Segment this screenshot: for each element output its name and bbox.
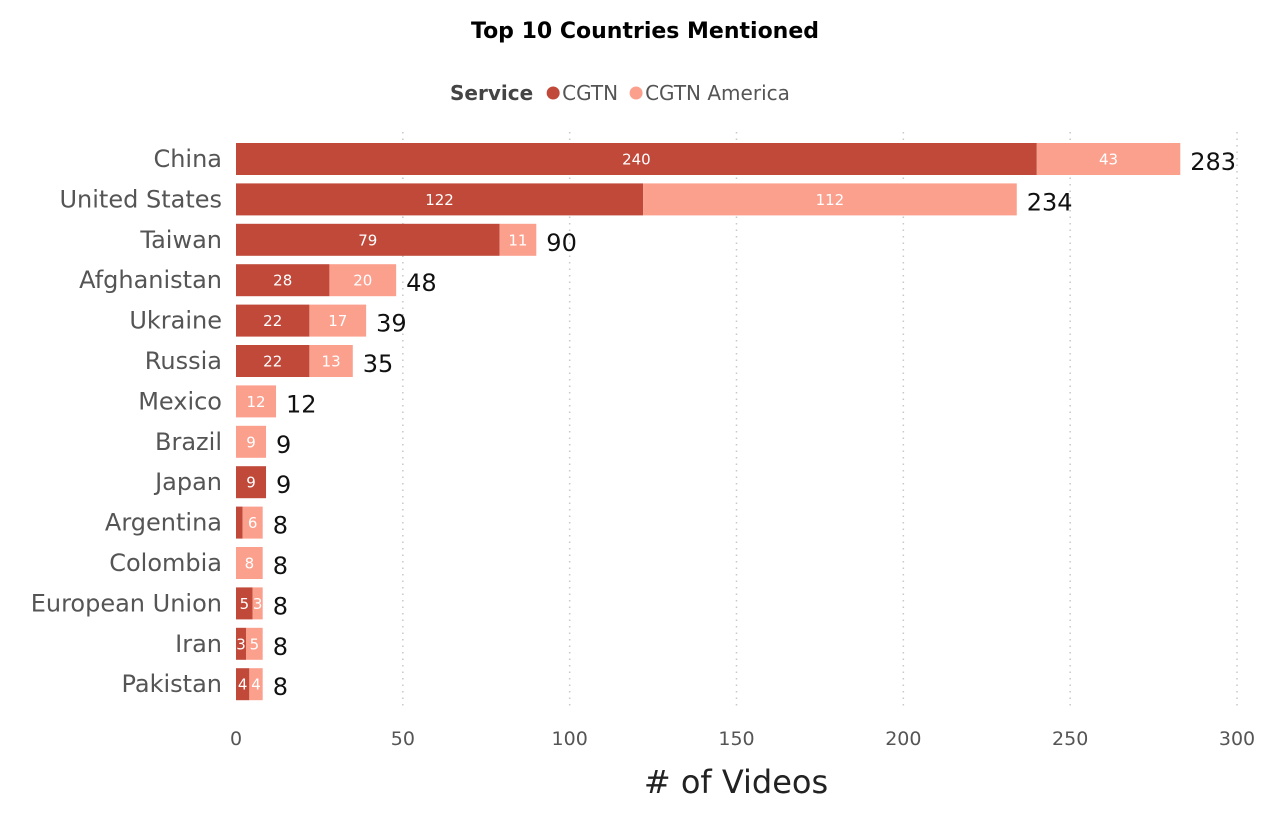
bar-pakistan-cgtn-america — [249, 668, 263, 701]
bar-value-label-russia-cgtn: 22 — [263, 353, 282, 371]
bar-russia-cgtn — [236, 345, 310, 377]
bar-colombia-cgtn-america — [236, 547, 263, 579]
bar-china-cgtn — [236, 143, 1037, 175]
category-label-ukraine: Ukraine — [129, 307, 222, 335]
legend-title: Service — [450, 81, 533, 105]
category-label-russia: Russia — [145, 347, 222, 375]
bar-value-label-russia-cgtn-america: 13 — [322, 353, 341, 371]
total-label-russia: 35 — [363, 350, 394, 378]
x-tick-label-100: 100 — [552, 728, 588, 750]
bar-value-label-argentina-cgtn-america: 6 — [248, 514, 258, 532]
category-label-pakistan: Pakistan — [122, 670, 223, 698]
bar-united-states-cgtn — [236, 183, 644, 216]
x-tick-label-150: 150 — [718, 728, 754, 750]
bar-ukraine-cgtn — [236, 304, 310, 337]
bar-value-label-pakistan-cgtn-america: 4 — [251, 676, 261, 694]
bar-value-label-china-cgtn-america: 43 — [1099, 151, 1118, 169]
total-label-china: 283 — [1190, 148, 1236, 176]
category-label-colombia: Colombia — [109, 549, 222, 577]
total-label-united-states: 234 — [1027, 188, 1073, 216]
total-label-colombia: 8 — [273, 552, 288, 580]
bar-japan-cgtn — [236, 466, 267, 499]
bar-value-label-afghanistan-cgtn-america: 20 — [353, 272, 372, 290]
category-label-european-union: European Union — [31, 589, 222, 617]
x-axis-ticks: 0 50 100 150 200 250 300 — [230, 728, 1255, 750]
category-label-iran: Iran — [175, 630, 222, 658]
total-label-taiwan: 90 — [546, 229, 577, 257]
bar-value-label-colombia-cgtn-america: 8 — [245, 555, 255, 573]
bar-value-label-united-states-cgtn: 122 — [425, 191, 454, 209]
legend-label-cgtn: CGTN — [562, 81, 618, 105]
bar-value-label-taiwan-cgtn: 79 — [358, 231, 377, 249]
bar-ukraine-cgtn-america — [309, 304, 367, 337]
total-label-mexico: 12 — [286, 390, 317, 418]
bar-value-label-taiwan-cgtn-america: 11 — [508, 231, 527, 249]
x-axis-title: # of Videos — [644, 763, 828, 801]
category-label-mexico: Mexico — [138, 387, 222, 415]
bar-mexico-cgtn-america — [236, 385, 277, 418]
total-label-pakistan: 8 — [273, 673, 288, 701]
total-label-ukraine: 39 — [376, 310, 407, 338]
category-label-afghanistan: Afghanistan — [79, 266, 222, 294]
bar-iran-cgtn-america — [246, 627, 263, 660]
bar-value-label-mexico-cgtn-america: 12 — [246, 393, 265, 411]
category-label-argentina: Argentina — [105, 509, 222, 537]
bar-united-states-cgtn-america — [643, 183, 1017, 216]
bar-argentina-cgtn — [236, 506, 243, 539]
bar-brazil-cgtn-america — [236, 425, 267, 458]
bar-value-label-ukraine-cgtn: 22 — [263, 312, 282, 330]
bar-value-label-china-cgtn: 240 — [622, 151, 651, 169]
x-tick-label-200: 200 — [885, 728, 921, 750]
bar-value-label-iran-cgtn-america: 5 — [250, 635, 260, 653]
bar-value-label-brazil-cgtn-america: 9 — [246, 433, 256, 451]
legend-label-cgtn-america: CGTN America — [645, 81, 790, 105]
legend: Service CGTN CGTN America — [450, 81, 790, 105]
bar-taiwan-cgtn-america — [499, 223, 537, 256]
total-label-japan: 9 — [276, 471, 291, 499]
legend-marker-cgtn-america — [629, 86, 643, 100]
gridlines — [402, 132, 1238, 708]
bar-pakistan-cgtn — [236, 668, 250, 701]
bar-argentina-cgtn-america — [242, 506, 263, 539]
total-label-argentina: 8 — [273, 512, 288, 540]
bar-european-union-cgtn — [236, 587, 253, 620]
x-tick-label-250: 250 — [1052, 728, 1088, 750]
x-tick-label-50: 50 — [391, 728, 415, 750]
total-label-afghanistan: 48 — [406, 269, 437, 297]
category-labels: China United States Taiwan Afghanistan Ukrai… — [31, 145, 222, 698]
bar-russia-cgtn-america — [309, 345, 353, 377]
x-tick-label-0: 0 — [230, 728, 242, 750]
bar-value-label-pakistan-cgtn: 4 — [238, 676, 248, 694]
x-tick-label-300: 300 — [1219, 728, 1255, 750]
bar-european-union-cgtn-america — [252, 587, 263, 620]
category-label-united-states: United States — [59, 185, 222, 213]
bar-value-label-iran-cgtn: 3 — [236, 635, 246, 653]
bar-value-label-european-union-cgtn-america: 3 — [253, 595, 263, 613]
category-label-japan: Japan — [153, 468, 222, 496]
total-label-european-union: 8 — [273, 592, 288, 620]
category-label-china: China — [153, 145, 222, 173]
total-label-iran: 8 — [273, 633, 288, 661]
bar-value-label-afghanistan-cgtn: 28 — [273, 272, 292, 290]
chart-title: Top 10 Countries Mentioned — [471, 19, 819, 44]
bar-afghanistan-cgtn-america — [329, 264, 397, 297]
bar-afghanistan-cgtn — [236, 264, 330, 297]
bar-taiwan-cgtn — [236, 223, 500, 256]
bar-china-cgtn-america — [1036, 143, 1181, 175]
bar-value-label-european-union-cgtn: 5 — [240, 595, 250, 613]
total-label-brazil: 9 — [276, 431, 291, 459]
bar-value-label-ukraine-cgtn-america: 17 — [328, 312, 347, 330]
legend-marker-cgtn — [546, 86, 560, 100]
bar-value-label-japan-cgtn: 9 — [246, 474, 256, 492]
bar-value-label-united-states-cgtn-america: 112 — [816, 191, 845, 209]
bar-iran-cgtn — [236, 627, 247, 660]
category-label-taiwan: Taiwan — [139, 226, 222, 254]
category-label-brazil: Brazil — [155, 428, 222, 456]
